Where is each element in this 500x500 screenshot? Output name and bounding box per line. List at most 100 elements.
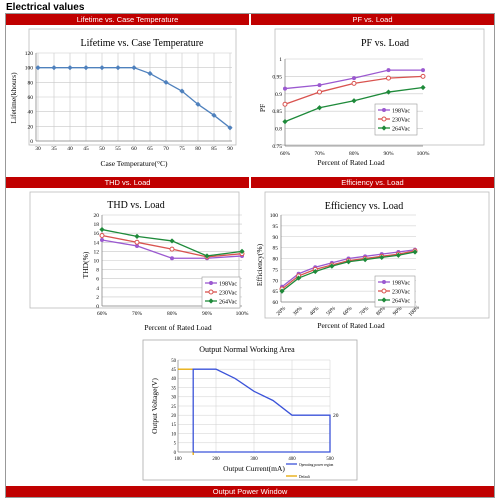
- lifetime-data-point: [195, 101, 201, 107]
- thd-legend-marker: [208, 298, 214, 304]
- thd-ytick-label: 4: [96, 286, 99, 292]
- pf-ytick-label: 0.95: [272, 74, 282, 80]
- lifetime-xtick-label: 80: [195, 146, 201, 152]
- efficiency-data-point: [395, 252, 401, 258]
- lifetime-section-bar: Lifetime vs. Case Temperature: [6, 14, 249, 25]
- thd-svg: THD vs. Load 0 2 4 6 8 10 12 14 16 18 20 60% 70% 80% 90…: [29, 191, 249, 332]
- lifetime-ytick-label: 20: [28, 124, 34, 130]
- efficiency-ytick-label: 90: [273, 235, 279, 241]
- pf-data-point: [420, 68, 425, 73]
- lifetime-xtick-label: 30: [35, 146, 41, 152]
- pf-legend-marker: [381, 125, 387, 131]
- pf-legend-marker: [381, 116, 387, 122]
- efficiency-legend-label: 230Vac: [392, 290, 410, 296]
- window-ytick-label: 15: [171, 423, 176, 428]
- lifetime-ytick-label: 40: [28, 110, 34, 116]
- efficiency-ytick-label: 70: [273, 278, 279, 284]
- lifetime-data-point: [163, 79, 169, 85]
- efficiency-legend-label: 198Vac: [392, 281, 410, 287]
- window-ytick-label: 40: [171, 377, 176, 382]
- lifetime-xtick-label: 55: [115, 146, 121, 152]
- pf-data-point: [385, 89, 392, 95]
- pf-ytick-label: 0.75: [272, 144, 282, 150]
- efficiency-ytick-label: 95: [273, 224, 279, 230]
- efficiency-data-point: [296, 275, 302, 281]
- pf-xtick-label: 80%: [349, 151, 360, 157]
- window-xtick-label: 100: [174, 457, 182, 462]
- efficiency-ytick-label: 75: [273, 267, 279, 273]
- thd-xtick-label: 80%: [167, 311, 178, 317]
- thd-legend-label: 264Vac: [219, 300, 237, 306]
- window-ytick-label: 35: [171, 386, 176, 391]
- thd-ytick-label: 2: [96, 295, 99, 301]
- thd-data-point: [134, 243, 139, 248]
- window-operating-region: [192, 368, 331, 453]
- pf-legend-label: 230Vac: [392, 118, 410, 124]
- window-ytick-label: 0: [174, 451, 177, 456]
- thd-legend-marker: [208, 289, 214, 295]
- thd-series-230Vac: [99, 232, 245, 260]
- thd-y-axis-label: THD(%): [81, 251, 90, 278]
- thd-legend-label: 198Vac: [219, 282, 237, 288]
- pf-title: PF vs. Load: [361, 38, 409, 49]
- thd-xtick-label: 90%: [202, 311, 213, 317]
- content-frame: [5, 13, 495, 498]
- window-xtick-label: 500: [326, 457, 334, 462]
- pf-data-point: [386, 68, 391, 73]
- lifetime-xtick-label: 70: [163, 146, 169, 152]
- efficiency-data-point: [345, 259, 352, 265]
- efficiency-xtick-label: 80%: [375, 305, 387, 317]
- pf-data-point: [317, 89, 322, 95]
- lifetime-data-point: [147, 70, 153, 77]
- thd-xtick-label: 70%: [132, 311, 143, 317]
- pf-ytick-label: 1: [279, 57, 282, 63]
- lifetime-xtick-label: 45: [83, 146, 89, 152]
- pf-data-point: [386, 75, 391, 81]
- pf-chart: PF vs. Load 0.75 0.8 0.85 0.9 0.95 1 60% 70% 80% 9…: [251, 26, 494, 176]
- pf-xtick-label: 60%: [280, 151, 291, 157]
- window-ytick-label: 30: [171, 396, 176, 401]
- efficiency-chart: Efficiency vs. Load 60 65 70 75 80 85 90 95 100 20…: [251, 189, 494, 339]
- thd-xtick-label: 60%: [97, 311, 108, 317]
- pf-data-point: [283, 86, 288, 91]
- lifetime-data-point: [35, 65, 41, 71]
- thd-ytick-label: 8: [96, 268, 99, 274]
- thd-data-point: [99, 232, 105, 238]
- pf-legend-label: 264Vac: [392, 127, 410, 133]
- lifetime-data-point: [211, 112, 217, 118]
- window-ytick-label: 10: [171, 432, 176, 437]
- efficiency-title: Efficiency vs. Load: [325, 201, 403, 212]
- lifetime-ytick-label: 80: [28, 80, 34, 86]
- pf-ytick-label: 0.9: [275, 92, 282, 98]
- window-plot-frame: [142, 339, 358, 481]
- window-x-axis-label: Output Current(mA): [223, 464, 285, 473]
- window-default-lines: [178, 368, 194, 455]
- efficiency-y-axis-label: Efficiency(%): [255, 243, 264, 286]
- efficiency-xtick-label: 20%: [276, 305, 288, 317]
- efficiency-legend: 198Vac 230Vac 264Vac: [374, 275, 416, 308]
- efficiency-xtick-label: 70%: [359, 305, 371, 317]
- lifetime-xtick-label: 50: [99, 146, 105, 152]
- pf-legend: 198Vac 230Vac 264Vac: [374, 103, 418, 136]
- efficiency-data-point: [329, 263, 335, 269]
- efficiency-xtick-label: 30%: [292, 305, 304, 317]
- efficiency-data-point: [312, 268, 318, 275]
- window-annotation: 20: [333, 413, 339, 419]
- lifetime-ytick-label: 100: [25, 66, 34, 72]
- thd-x-axis-label: Percent of Rated Load: [144, 323, 212, 332]
- pf-ytick-label: 0.8: [275, 127, 282, 133]
- lifetime-ytick-label: 60: [28, 95, 34, 101]
- lifetime-chart: Lifetime vs. Case Temperature 0 20 40 60 80 10…: [6, 26, 249, 176]
- lifetime-series-0: [35, 65, 233, 131]
- window-xtick-label: 300: [250, 457, 258, 462]
- efficiency-ytick-label: 65: [273, 289, 279, 295]
- efficiency-data-point: [279, 288, 285, 294]
- efficiency-ytick-label: 100: [270, 213, 279, 219]
- window-ytick-label: 25: [171, 405, 176, 410]
- pf-data-point: [420, 73, 426, 79]
- window-legend-region-label: Operating power region: [299, 463, 334, 467]
- thd-data-point: [169, 238, 175, 244]
- window-ytick-label: 50: [171, 359, 176, 364]
- thd-ytick-label: 12: [94, 249, 100, 255]
- efficiency-xtick-label: 90%: [392, 305, 404, 317]
